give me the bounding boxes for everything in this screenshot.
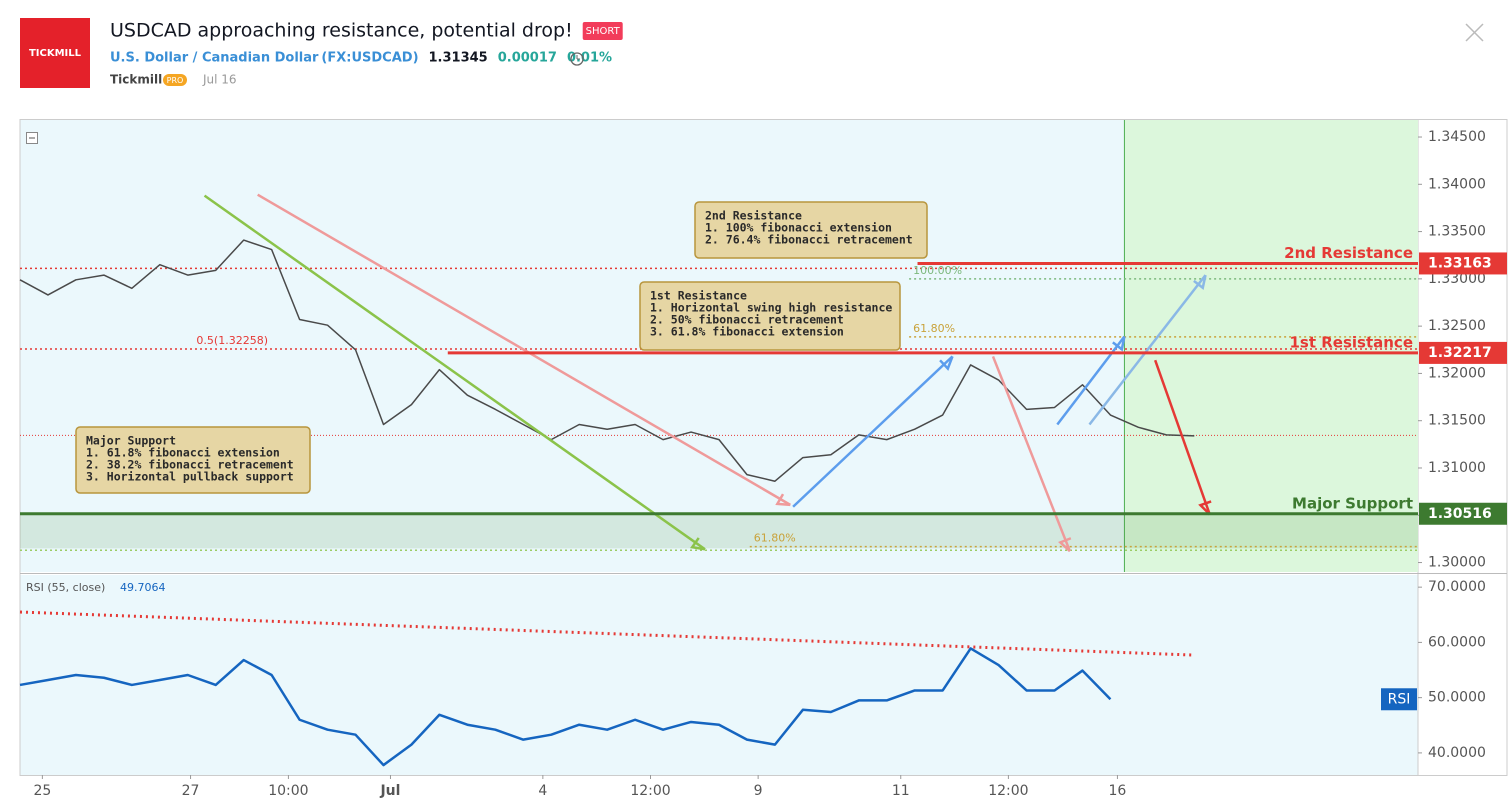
logo-text: TICKMILL (29, 48, 82, 59)
note-box (75, 426, 311, 494)
y-tick-label: 1.30000 (1428, 555, 1486, 571)
rsi-pane (20, 575, 1418, 775)
forecast-zone (1124, 120, 1418, 572)
arrow (792, 355, 954, 508)
rsi-trendline (19, 610, 1195, 657)
arrow (203, 194, 706, 551)
ticker[interactable]: (FX:USDCAD) (321, 51, 418, 66)
alert-icon[interactable] (570, 52, 584, 66)
y-tick-label: 50.0000 (1428, 690, 1486, 706)
arrow-head (1198, 500, 1212, 516)
short-badge (582, 22, 623, 40)
collapse-button[interactable] (26, 132, 38, 144)
symbol[interactable]: U.S. Dollar / Canadian Dollar (110, 51, 319, 66)
arrow (991, 355, 1072, 552)
arrow (1088, 274, 1207, 426)
series-line (19, 647, 1112, 767)
arrow (257, 193, 791, 506)
note-line: 1. 61.8% fibonacci extension (86, 446, 280, 460)
arrow-head (775, 493, 791, 507)
arrow-head (1112, 336, 1126, 352)
series-line (19, 239, 1195, 482)
rsi-chart: 40.0000 50.0000 60.0000 70.0000 25 27 10:00 Jul… (19, 579, 1486, 799)
y-tick-label: 70.0000 (1428, 579, 1486, 595)
fib-label: 61.80% (913, 322, 955, 335)
rsi-badge-text: RSI (1388, 691, 1411, 707)
note-line: 1. 100% fibonacci extension (705, 221, 892, 235)
indicator-value: 49.7064 (120, 581, 166, 594)
fib-label: 0.5(1.32258) (196, 334, 268, 347)
note-line: 2. 38.2% fibonacci retracement (86, 458, 294, 472)
change: 0.00017 (498, 51, 557, 66)
note-box (639, 281, 901, 351)
author[interactable]: Tickmill (110, 73, 162, 87)
logo (20, 18, 90, 88)
idea-title: USDCAD approaching resistance, potential… (110, 20, 573, 42)
y-tick-label: 1.33500 (1428, 224, 1486, 240)
short-badge-text: SHORT (586, 26, 621, 37)
arrow-head (1058, 537, 1072, 553)
note-title: 1st Resistance (650, 289, 747, 303)
y-tick-label: 1.34000 (1428, 176, 1486, 192)
price: 1.31345 (429, 51, 488, 66)
y-tick-label: 40.0000 (1428, 745, 1486, 761)
change-pct: 0.01% (567, 51, 612, 66)
note-line: 3. 61.8% fibonacci extension (650, 325, 844, 339)
y-tick-label: 1.31000 (1428, 460, 1486, 476)
x-tick-label: Jul (379, 783, 400, 799)
fib-label: 61.80% (754, 532, 796, 545)
y-tick-label: 1.32000 (1428, 365, 1486, 381)
x-tick-label: 9 (754, 783, 763, 799)
pro-badge (163, 74, 187, 86)
arrow (1056, 335, 1126, 426)
y-tick-label: 1.32500 (1428, 318, 1486, 334)
date: Jul 16 (202, 73, 237, 87)
note-title: Major Support (86, 434, 176, 448)
x-tick-label: 12:00 (988, 783, 1028, 799)
x-tick-label: 16 (1109, 783, 1127, 799)
note-title: 2nd Resistance (705, 209, 802, 223)
close-button[interactable] (1465, 23, 1484, 42)
y-tick-label: 1.33000 (1428, 271, 1486, 287)
level-price-box (1419, 341, 1507, 364)
level-price: 1.32217 (1428, 345, 1492, 361)
y-tick-label: 60.0000 (1428, 634, 1486, 650)
arrow (1153, 359, 1211, 515)
level-price: 1.30516 (1428, 506, 1492, 522)
chart-frame (19, 119, 1508, 776)
note-box (694, 201, 928, 259)
arrow-head (1193, 274, 1207, 291)
x-tick-label: 11 (892, 783, 910, 799)
rsi-badge (1381, 688, 1417, 711)
level-price: 1.33163 (1428, 255, 1492, 271)
symbol-row: U.S. Dollar / Canadian Dollar (FX:USDCAD… (110, 51, 612, 66)
note-line: 3. Horizontal pullback support (86, 470, 294, 484)
x-tick-label: 27 (182, 783, 200, 799)
level-name: Major Support (1292, 494, 1413, 512)
level-name: 1st Resistance (1289, 333, 1413, 351)
x-tick-label: 12:00 (630, 783, 670, 799)
level-price-box (1419, 252, 1507, 275)
level-price-box (1419, 502, 1507, 525)
note-line: 1. Horizontal swing high resistance (650, 301, 892, 315)
indicator-title: RSI (55, close) (26, 581, 105, 594)
note-line: 2. 76.4% fibonacci retracement (705, 233, 913, 247)
arrow-head (939, 355, 954, 371)
note-line: 2. 50% fibonacci retracement (650, 313, 844, 327)
y-tick-label: 1.31500 (1428, 413, 1486, 429)
x-tick-label: 4 (538, 783, 547, 799)
fib-label: 100.00% (913, 264, 962, 277)
pro-badge-text: PRO (167, 76, 184, 85)
level-name: 2nd Resistance (1284, 244, 1413, 262)
arrow-head (690, 537, 706, 551)
x-tick-label: 25 (33, 783, 51, 799)
x-tick-label: 10:00 (268, 783, 308, 799)
y-tick-label: 1.34500 (1428, 129, 1486, 145)
support-zone (20, 513, 1418, 549)
price-chart: 0.5(1.32258) 100.00% 61.80% 61.80% 1.30000 1.… (19, 120, 1507, 572)
